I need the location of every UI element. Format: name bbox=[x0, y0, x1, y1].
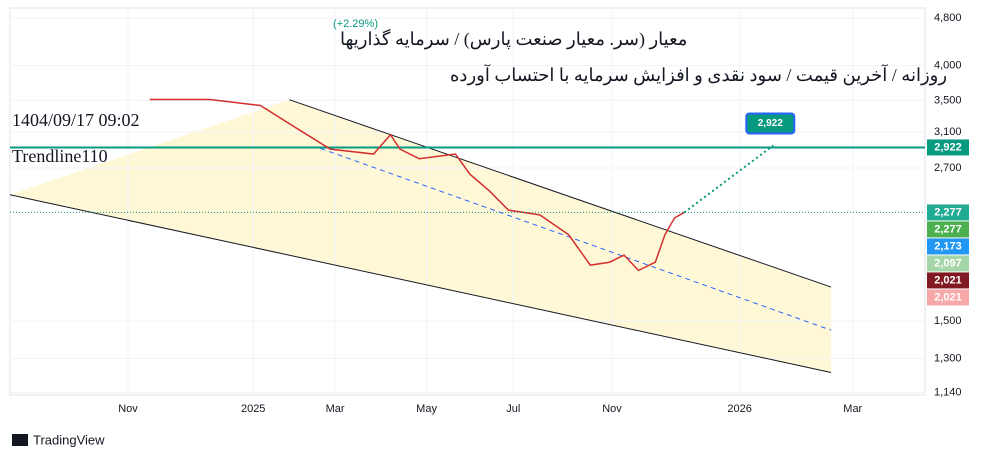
price-label-box bbox=[927, 255, 969, 272]
target-box bbox=[745, 112, 796, 135]
y-tick-label: 1,300 bbox=[934, 352, 962, 364]
price-label: 2,021 bbox=[934, 291, 962, 303]
channel-line bbox=[289, 99, 832, 288]
price-label: 2,277 bbox=[934, 206, 962, 218]
drawing-name: Trendline110 bbox=[12, 146, 108, 166]
y-tick-label: 1,500 bbox=[934, 315, 962, 327]
price-label-box bbox=[927, 204, 969, 221]
y-tick-label: 2,700 bbox=[934, 162, 962, 174]
channel-line bbox=[9, 194, 832, 373]
y-tick-label: 4,000 bbox=[934, 60, 962, 72]
timestamp: 1404/09/17 09:02 bbox=[12, 110, 140, 130]
x-tick-label: 2025 bbox=[241, 403, 265, 415]
y-tick-label: 3,500 bbox=[934, 94, 962, 106]
price-label: 2,277 bbox=[934, 223, 962, 235]
logo bbox=[12, 434, 28, 446]
target-line bbox=[683, 144, 774, 214]
price-label: 2,097 bbox=[934, 257, 962, 269]
x-tick-label: May bbox=[416, 403, 437, 415]
x-tick-label: 2026 bbox=[727, 403, 751, 415]
target-label: 2,922 bbox=[758, 118, 783, 129]
x-tick-label: Nov bbox=[118, 403, 138, 415]
x-tick-label: Mar bbox=[843, 403, 862, 415]
price-label: 2,173 bbox=[934, 240, 962, 252]
price-label-box bbox=[927, 289, 969, 306]
price-label-box bbox=[927, 238, 969, 255]
y-tick-label: 1,140 bbox=[934, 387, 962, 399]
x-tick-label: Jul bbox=[506, 403, 520, 415]
price-label-box bbox=[927, 221, 969, 238]
change: (+2.29%) bbox=[333, 18, 378, 30]
price-line bbox=[149, 98, 685, 272]
title: معیار (سر. معیار صنعت پارس) / سرمایه گذا… bbox=[340, 28, 687, 50]
price-label: 2,021 bbox=[934, 274, 962, 286]
price-label: 2,922 bbox=[934, 141, 962, 153]
y-tick-label: 3,100 bbox=[934, 126, 962, 138]
x-tick-label: Nov bbox=[602, 403, 622, 415]
price-label-box bbox=[927, 139, 969, 156]
x-tick-label: Mar bbox=[326, 403, 345, 415]
price-label-box bbox=[927, 272, 969, 289]
y-tick-label: 4,800 bbox=[934, 12, 962, 24]
brand: TradingView bbox=[33, 432, 105, 447]
channel-line bbox=[320, 148, 832, 331]
subtitle: روزانه / آخرین قیمت / سود نقدی و افزایش … bbox=[450, 64, 947, 86]
